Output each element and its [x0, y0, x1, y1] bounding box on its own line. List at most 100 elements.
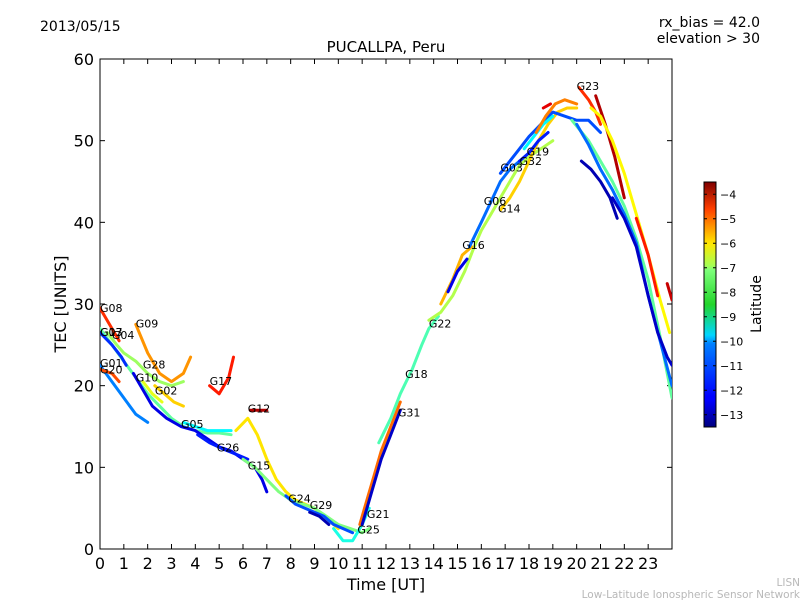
x-tick-label: 2 — [143, 554, 153, 573]
colorbar-tick-label: −6 — [720, 237, 736, 250]
x-tick-label: 4 — [190, 554, 200, 573]
satellite-label-g12: G12 — [248, 403, 271, 416]
satellite-label-g01: G01 — [100, 357, 123, 370]
satellite-label-g08: G08 — [100, 302, 123, 315]
x-tick-label: 13 — [400, 554, 420, 573]
tec-series-g32 — [518, 131, 550, 163]
y-tick-label: 30 — [74, 295, 94, 314]
tec-series-e8 — [665, 282, 672, 302]
x-tick-label: 6 — [238, 554, 248, 573]
y-tick-label: 50 — [74, 132, 94, 151]
x-tick-label: 9 — [309, 554, 319, 573]
y-axis-label: TEC [UNITS] — [51, 256, 70, 354]
x-tick-label: 11 — [352, 554, 372, 573]
satellite-label-g22: G22 — [429, 318, 452, 331]
tec-series-e1 — [579, 159, 619, 220]
tec-series-g22 — [427, 139, 555, 322]
colorbar-label: Latitude — [749, 275, 765, 333]
satellite-label-g20: G20 — [100, 363, 123, 376]
tec-series-g28 — [141, 380, 164, 404]
satellite-label-g29: G29 — [310, 499, 333, 512]
satellite-label-g15: G15 — [248, 460, 271, 473]
elevation-label: elevation > 30 — [657, 31, 760, 47]
tec-series-g23 — [577, 86, 602, 126]
satellite-label-g19: G19 — [527, 145, 550, 158]
tec-series-g16b — [446, 257, 469, 294]
x-tick-label: 5 — [214, 554, 224, 573]
x-tick-label: 15 — [447, 554, 467, 573]
satellite-label-g16: G16 — [462, 239, 485, 252]
x-tick-label: 20 — [566, 554, 586, 573]
y-tick-label: 20 — [74, 377, 94, 396]
tec-series-e2 — [594, 94, 626, 200]
satellite-label-g28: G28 — [143, 358, 166, 371]
satellite-label-g03: G03 — [500, 162, 523, 175]
colorbar-tick-label: −8 — [720, 286, 736, 299]
tec-series-g04 — [105, 331, 185, 388]
satellite-label-g25: G25 — [357, 523, 380, 536]
satellite-label-g13: G13 — [100, 326, 123, 339]
colorbar-tick-label: −7 — [720, 262, 736, 275]
satellite-label-g21: G21 — [367, 508, 390, 521]
tec-series-g01 — [100, 363, 150, 424]
y-tick-label: 0 — [84, 540, 94, 559]
x-tick-label: 21 — [590, 554, 610, 573]
tec-series-e7 — [634, 216, 660, 298]
colorbar-tick-label: −13 — [720, 409, 743, 422]
satellite-label-g10: G10 — [136, 372, 159, 385]
colorbar-tick-label: −11 — [720, 360, 743, 373]
tec-series-g26 — [196, 433, 250, 461]
tec-series-g03 — [498, 110, 602, 175]
satellite-label-g26: G26 — [217, 442, 240, 455]
colorbar-tick-label: −9 — [720, 311, 736, 324]
x-axis-label: Time [UT] — [346, 575, 425, 594]
tec-series-g18 — [377, 314, 440, 445]
x-axis: 0 1 2 3 4 5 6 7 8 9 10 11 12 13 14 15 16 17 18 19 20 21 22 23 — [95, 59, 658, 573]
tec-series-g29 — [308, 510, 331, 526]
tec-series-e4 — [570, 118, 672, 400]
tec-series-g02 — [153, 384, 185, 408]
tec-series-g09 — [134, 322, 193, 384]
colorbar-tick-label: −4 — [720, 188, 736, 201]
tec-series-g25e — [541, 102, 552, 110]
footer-network: Low-Latitude Ionospheric Sensor Network — [582, 589, 800, 600]
x-tick-label: 16 — [471, 554, 491, 573]
x-tick-label: 19 — [543, 554, 563, 573]
x-tick-label: 12 — [376, 554, 396, 573]
tec-series-g13 — [100, 331, 128, 367]
series-layer — [100, 86, 672, 543]
colorbar-tick-label: −12 — [720, 384, 743, 397]
x-tick-label: 1 — [119, 554, 129, 573]
chart-title: PUCALLPA, Peru — [327, 38, 446, 56]
footer-lisn: LISN — [777, 577, 800, 589]
tec-series-g17 — [208, 355, 235, 396]
plot-area — [99, 58, 673, 550]
satellite-label-g14: G14 — [498, 202, 521, 215]
y-tick-label: 60 — [74, 50, 94, 69]
colorbar-tick-label: −5 — [720, 213, 736, 226]
x-tick-label: 7 — [262, 554, 272, 573]
colorbar-tick-label: −10 — [720, 335, 743, 348]
satellite-label-g24: G24 — [288, 492, 311, 505]
satellite-label-g31: G31 — [398, 407, 421, 420]
x-tick-label: 14 — [423, 554, 443, 573]
satellite-label-g32: G32 — [519, 155, 542, 168]
y-tick-label: 40 — [74, 213, 94, 232]
tec-series-g20 — [100, 367, 121, 384]
tec-series-g21 — [358, 400, 402, 526]
y-axis: 0 10 20 30 40 50 60 — [74, 50, 672, 559]
colorbar-ticks: −4 −5 −6 −7 −8 −9 −10 −11 −12 −13 — [704, 188, 743, 422]
date-label: 2013/05/15 — [40, 19, 121, 35]
satellite-label-g06: G06 — [484, 195, 507, 208]
tec-series-g08 — [100, 306, 121, 343]
x-tick-label: 3 — [166, 554, 176, 573]
x-tick-label: 18 — [519, 554, 539, 573]
satellite-label-g02: G02 — [155, 385, 178, 398]
tec-series-g31 — [360, 408, 402, 526]
satellite-label-g04: G04 — [112, 329, 135, 342]
satellite-label-g23: G23 — [577, 80, 600, 93]
tec-series-g06 — [467, 159, 521, 249]
satellite-label-g07: G07 — [100, 326, 123, 339]
